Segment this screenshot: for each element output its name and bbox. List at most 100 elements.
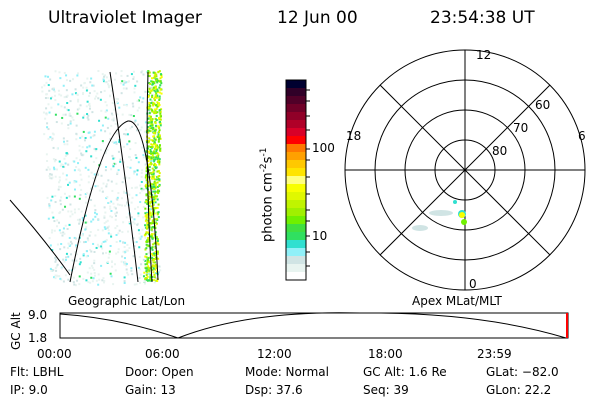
aurora-pixel [155, 114, 158, 117]
aurora-pixel [63, 143, 66, 146]
aurora-pixel [48, 168, 51, 171]
aurora-pixel [79, 261, 82, 264]
aurora-pixel [153, 108, 156, 111]
aurora-pixel [73, 188, 76, 191]
aurora-pixel [110, 124, 113, 127]
aurora-pixel [110, 200, 113, 203]
aurora-pixel [150, 215, 153, 218]
aurora-pixel [88, 131, 91, 134]
aurora-pixel [105, 251, 108, 254]
aurora-pixel [100, 245, 103, 248]
aurora-pixel [147, 150, 150, 153]
aurora-pixel [64, 274, 67, 277]
aurora-pixel [157, 133, 160, 136]
aurora-pixel [82, 86, 85, 89]
aurora-pixel [67, 163, 70, 166]
aurora-pixel [146, 240, 149, 243]
aurora-pixel [78, 222, 81, 225]
aurora-pixel [103, 222, 106, 225]
aurora-pixel [152, 264, 155, 267]
aurora-pixel [125, 176, 128, 179]
aurora-pixel [158, 163, 161, 166]
aurora-pixel [151, 246, 154, 249]
aurora-pixel [133, 170, 136, 173]
aurora-pixel [90, 77, 93, 80]
aurora-pixel [114, 218, 117, 221]
aurora-pixel [79, 173, 82, 176]
aurora-pixel [100, 91, 103, 94]
aurora-pixel [69, 79, 72, 82]
aurora-pixel [152, 271, 155, 274]
aurora-pixel [154, 197, 157, 200]
aurora-pixel [150, 147, 153, 150]
aurora-pixel [158, 160, 161, 163]
aurora-pixel [155, 128, 158, 131]
aurora-pixel [123, 133, 126, 136]
aurora-pixel [157, 177, 160, 180]
aurora-pixel [47, 128, 50, 131]
aurora-pixel [71, 78, 74, 81]
aurora-pixel [48, 206, 51, 209]
aurora-pixel [78, 218, 81, 221]
aurora-pixel [128, 155, 131, 158]
aurora-pixel [106, 148, 109, 151]
aurora-pixel [45, 93, 48, 96]
aurora-pixel [142, 216, 145, 219]
aurora-pixel [147, 258, 150, 261]
aurora-pixel [83, 241, 86, 244]
aurora-pixel [85, 150, 88, 153]
aurora-pixel [64, 205, 67, 208]
aurora-pixel [47, 75, 50, 78]
aurora-pixel [109, 207, 112, 210]
aurora-pixel [87, 103, 90, 106]
aurora-pixel [157, 102, 160, 105]
aurora-pixel [96, 243, 99, 246]
aurora-pixel [62, 140, 65, 143]
aurora-pixel [84, 166, 87, 169]
aurora-pixel [146, 272, 149, 275]
aurora-pixel [46, 122, 49, 125]
aurora-pixel [130, 73, 133, 76]
aurora-pixel [109, 233, 112, 236]
aurora-pixel [111, 154, 114, 157]
aurora-pixel [159, 88, 162, 91]
aurora-pixel [152, 203, 155, 206]
aurora-pixel [154, 192, 157, 195]
aurora-pixel [49, 173, 52, 176]
aurora-pixel [146, 275, 149, 278]
aurora-pixel [150, 214, 153, 217]
aurora-pixel [159, 114, 162, 117]
aurora-pixel [107, 256, 110, 259]
aurora-pixel [84, 201, 87, 204]
aurora-pixel [78, 220, 81, 223]
aurora-pixel [148, 278, 151, 281]
aurora-pixel [152, 152, 155, 155]
aurora-pixel [122, 221, 125, 224]
aurora-pixel [153, 141, 156, 144]
aurora-pixel [108, 201, 111, 204]
aurora-pixel [150, 89, 153, 92]
aurora-pixel [109, 215, 112, 218]
aurora-pixel [154, 87, 157, 90]
aurora-pixel [158, 104, 161, 107]
aurora-pixel [86, 77, 89, 80]
aurora-pixel [110, 168, 113, 171]
instrument-title: Ultraviolet Imager [48, 8, 202, 28]
aurora-pixel [122, 161, 125, 164]
aurora-pixel [132, 237, 135, 240]
aurora-pixel [94, 185, 97, 188]
aurora-pixel [100, 109, 103, 112]
aurora-pixel [154, 221, 157, 224]
aurora-pixel [145, 278, 148, 281]
aurora-pixel [140, 180, 143, 183]
aurora-pixel [158, 184, 161, 187]
aurora-pixel [59, 277, 62, 280]
aurora-pixel [139, 96, 142, 99]
aurora-pixel [120, 70, 123, 73]
aurora-pixel [63, 260, 66, 263]
aurora-pixel [113, 141, 116, 144]
aurora-pixel [55, 274, 58, 277]
aurora-pixel [116, 203, 119, 206]
aurora-pixel [144, 248, 147, 251]
aurora-pixel [53, 276, 56, 279]
